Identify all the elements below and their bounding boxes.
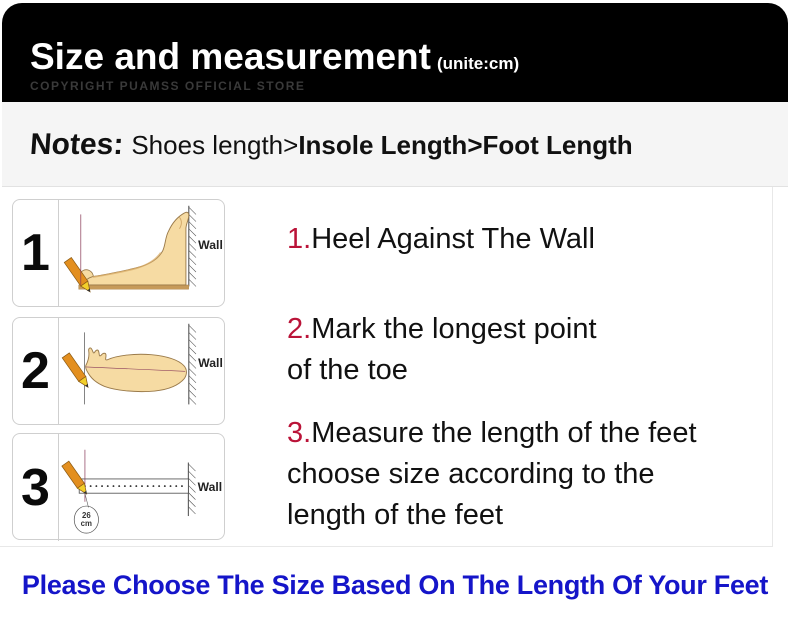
svg-text:cm: cm (81, 519, 92, 528)
svg-text:Wall: Wall (198, 480, 222, 494)
svg-text:Wall: Wall (198, 238, 223, 252)
svg-text:Wall: Wall (198, 356, 223, 370)
